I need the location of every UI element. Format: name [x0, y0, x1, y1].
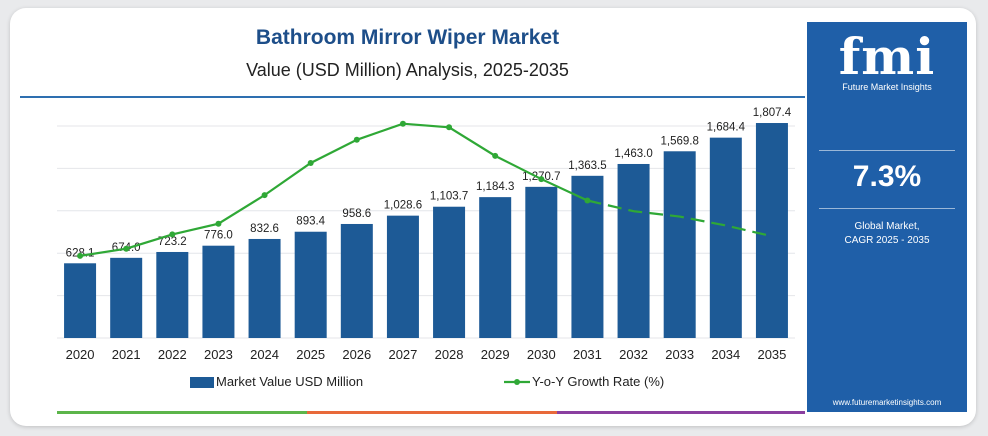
chart-plot: 628.12020674.02021723.22022776.02023832.…: [57, 107, 795, 389]
data-label-2028: 1,103.7: [430, 191, 468, 203]
data-label-2035: 1,807.4: [753, 107, 792, 119]
x-tick-2030: 2030: [527, 347, 556, 362]
cagr-label-line2: CAGR 2025 - 2035: [844, 235, 930, 246]
x-tick-2021: 2021: [112, 347, 141, 362]
growth-line-dashed: [587, 199, 773, 238]
bar-2034: [709, 137, 742, 338]
x-tick-2035: 2035: [757, 347, 786, 362]
bar-2022: [156, 251, 189, 338]
legend-label-bar: Market Value USD Million: [216, 374, 363, 389]
chart-subtitle: Value (USD Million) Analysis, 2025-2035: [246, 60, 569, 80]
legend-swatch-bar: [190, 377, 214, 388]
growth-point-2021: [123, 245, 130, 252]
chart-card: Bathroom Mirror Wiper Market Value (USD …: [10, 8, 976, 426]
growth-point-2026: [353, 136, 360, 143]
legend-swatch-marker: [514, 379, 520, 385]
data-label-2026: 958.6: [342, 208, 371, 220]
legend-label-line: Y-o-Y Growth Rate (%): [532, 374, 664, 389]
data-label-2022: 723.2: [158, 236, 187, 248]
accent-strip-purple: [557, 411, 805, 414]
x-tick-2025: 2025: [296, 347, 325, 362]
brand-logo: fmi Future Market Insights: [807, 27, 967, 93]
side-divider-bottom: [819, 208, 955, 209]
bar-2029: [479, 197, 512, 338]
x-tick-2032: 2032: [619, 347, 648, 362]
bar-2035: [755, 123, 788, 338]
website-url: www.futuremarketinsights.com: [832, 398, 942, 407]
cagr-label: Global Market, CAGR 2025 - 2035: [807, 220, 967, 248]
x-tick-2020: 2020: [66, 347, 95, 362]
x-tick-2026: 2026: [342, 347, 371, 362]
bar-2020: [64, 263, 97, 338]
data-label-2027: 1,028.6: [384, 200, 422, 212]
data-label-2025: 893.4: [296, 216, 325, 228]
side-panel: fmi Future Market Insights 7.3% Global M…: [807, 22, 967, 412]
growth-point-2024: [261, 192, 268, 199]
data-label-2032: 1,463.0: [614, 148, 652, 160]
cagr-value: 7.3%: [852, 160, 922, 193]
bar-2027: [386, 215, 419, 338]
data-label-2029: 1,184.3: [476, 181, 514, 193]
growth-point-2031: [584, 197, 591, 204]
data-label-2024: 832.6: [250, 223, 279, 235]
logo-mark: fmi: [838, 27, 936, 86]
x-tick-2034: 2034: [711, 347, 740, 362]
data-label-2023: 776.0: [204, 230, 233, 242]
growth-point-2030: [538, 176, 545, 183]
growth-point-2029: [492, 152, 499, 159]
title-divider: [20, 96, 805, 98]
x-tick-2022: 2022: [158, 347, 187, 362]
growth-line-solid: [79, 122, 588, 257]
x-tick-2033: 2033: [665, 347, 694, 362]
x-tick-2024: 2024: [250, 347, 279, 362]
growth-point-2020: [77, 252, 84, 259]
x-tick-2028: 2028: [435, 347, 464, 362]
logo-subtext: Future Market Insights: [842, 82, 932, 92]
x-tick-2027: 2027: [388, 347, 417, 362]
bar-2024: [248, 238, 281, 338]
cagr-label-line1: Global Market,: [854, 221, 920, 232]
x-tick-2023: 2023: [204, 347, 233, 362]
growth-point-2027: [399, 120, 406, 127]
data-label-2033: 1,569.8: [661, 135, 699, 147]
x-tick-2031: 2031: [573, 347, 602, 362]
bar-2033: [663, 151, 696, 338]
bar-2030: [525, 186, 558, 338]
growth-point-2023: [215, 220, 222, 227]
x-tick-2029: 2029: [481, 347, 510, 362]
bar-2026: [340, 223, 373, 338]
growth-point-2022: [169, 231, 176, 238]
growth-point-2025: [307, 160, 314, 166]
data-label-2031: 1,363.5: [568, 160, 606, 172]
bar-2021: [110, 257, 143, 338]
accent-strip-orange: [307, 411, 557, 414]
bar-2023: [202, 245, 235, 338]
growth-point-2028: [446, 124, 453, 131]
chart-title: Bathroom Mirror Wiper Market: [255, 26, 560, 49]
bar-2025: [294, 231, 327, 338]
bar-2032: [617, 163, 650, 338]
accent-strip-green: [57, 411, 307, 414]
bar-2028: [433, 206, 466, 338]
side-divider-top: [819, 150, 955, 151]
data-label-2034: 1,684.4: [707, 122, 746, 134]
